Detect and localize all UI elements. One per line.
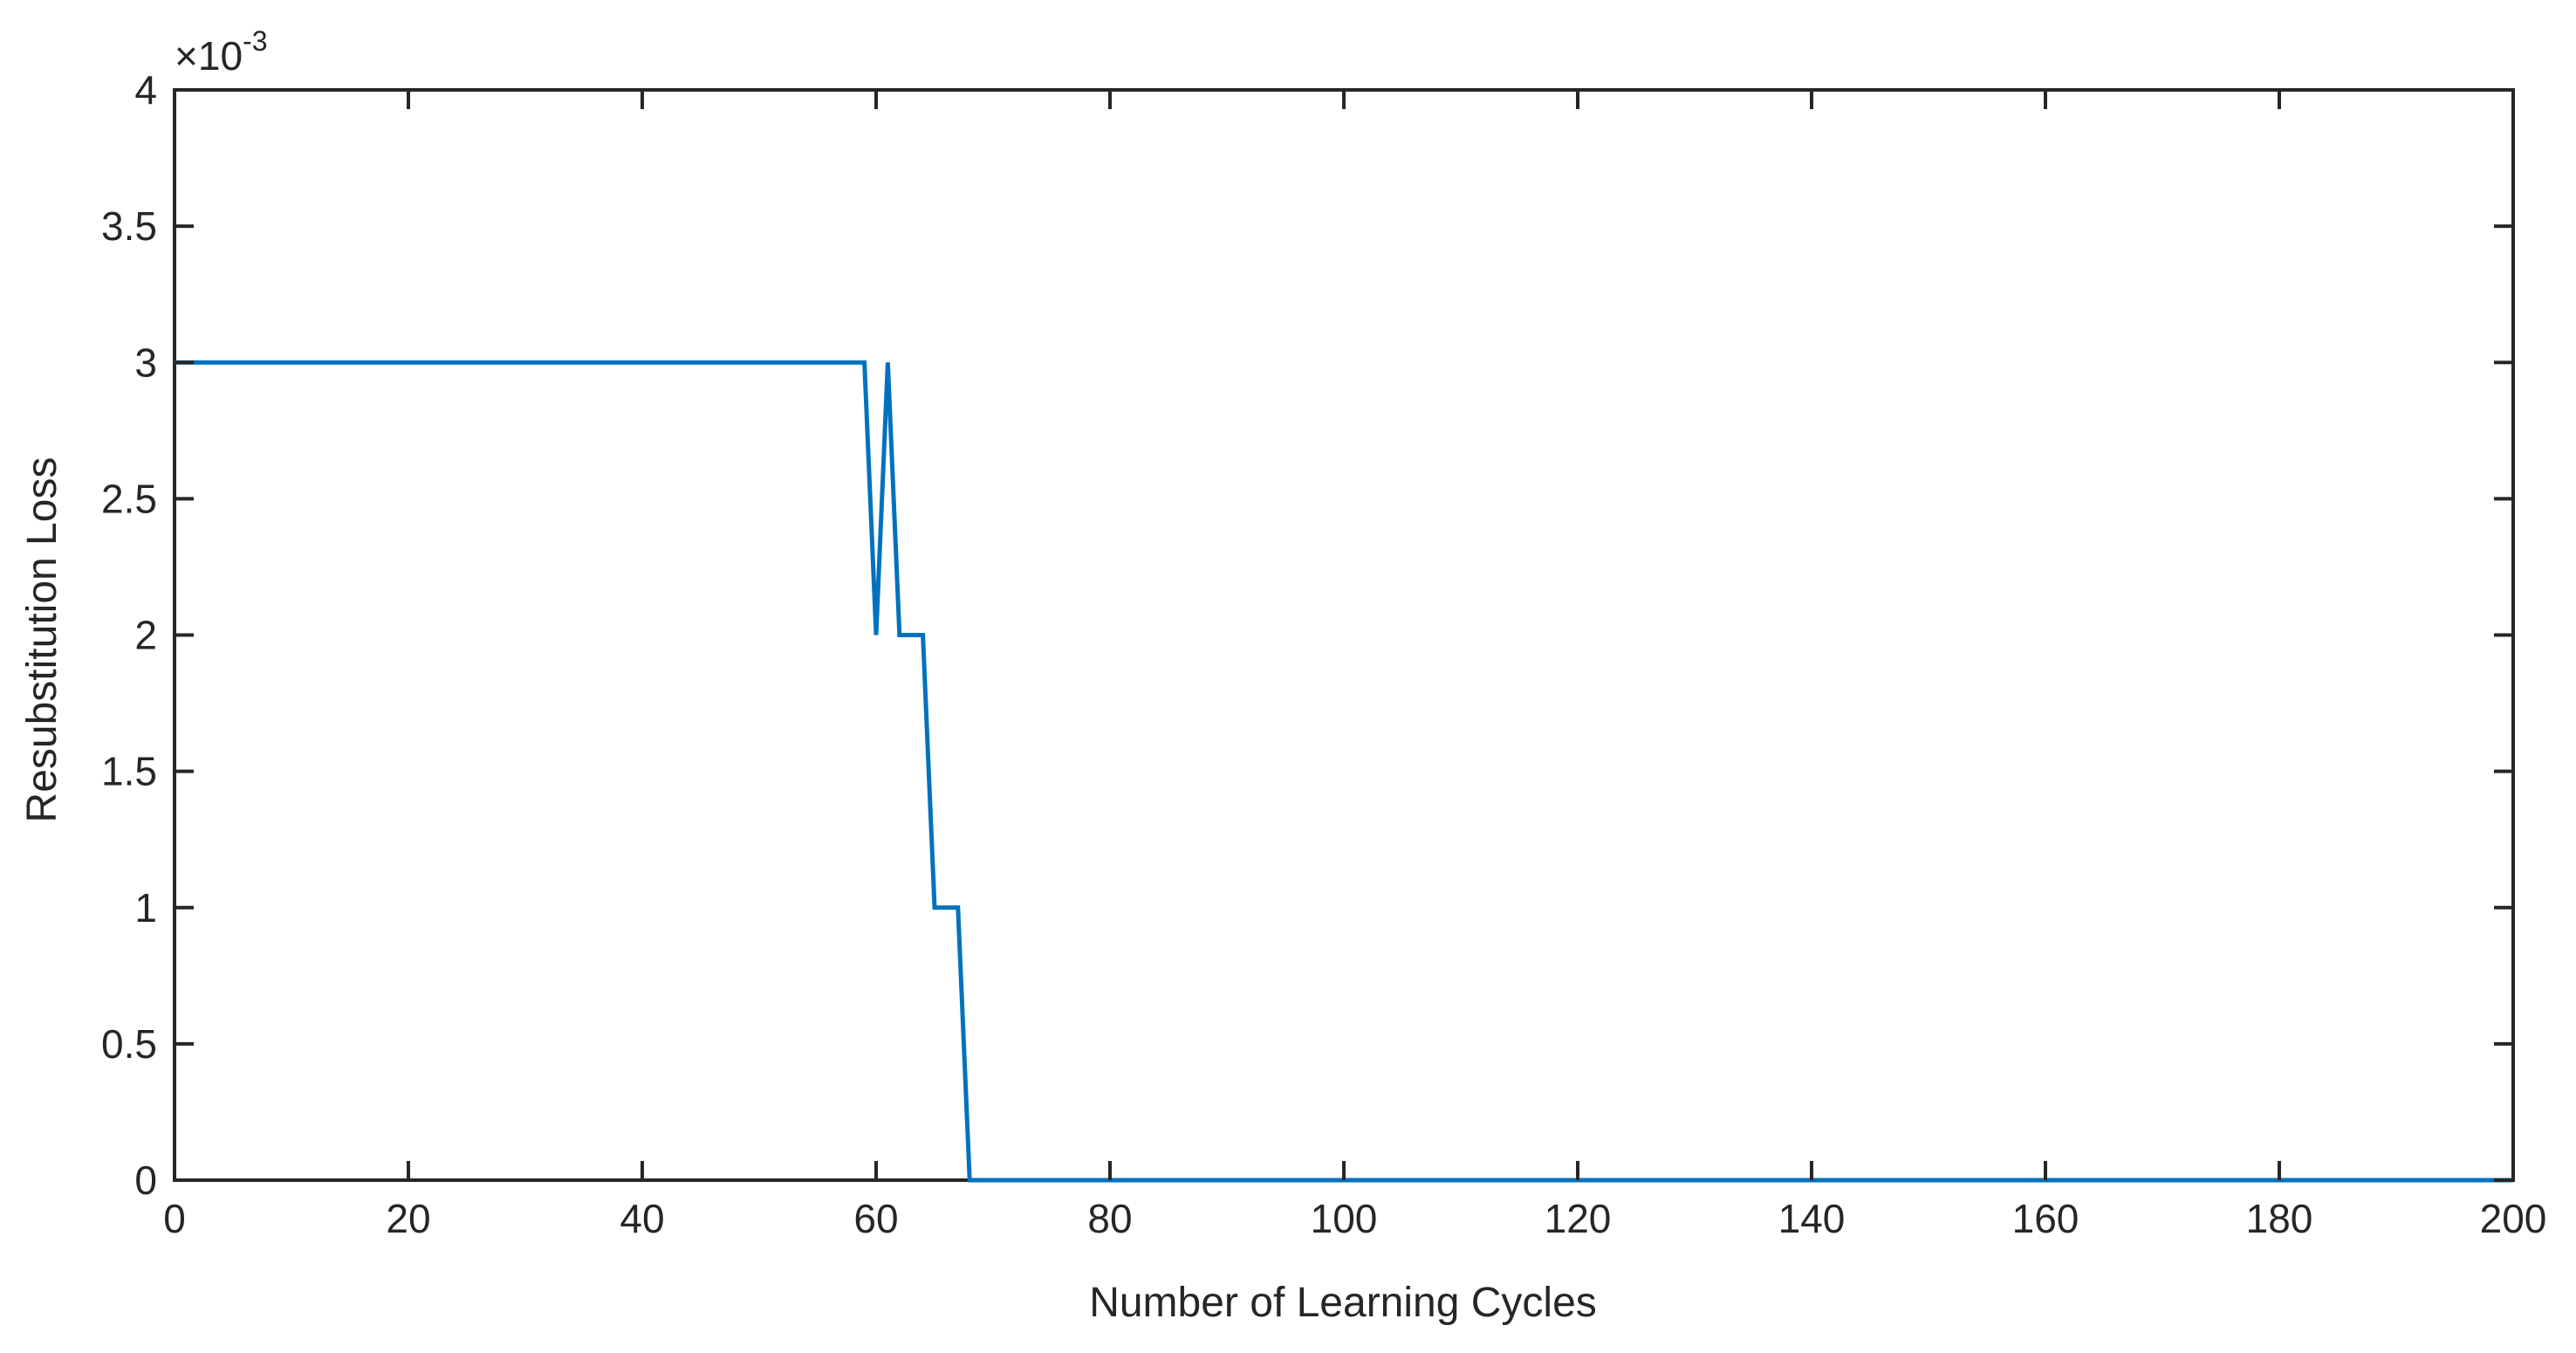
- y-tick-label: 3: [134, 340, 157, 385]
- plot-area: [173, 88, 2515, 1182]
- y-tick-label: 2: [134, 613, 157, 658]
- data-layer: [175, 360, 2513, 1183]
- y-tick-label: 1: [134, 885, 157, 931]
- axes-box: [173, 88, 2515, 1182]
- x-tick-label: 60: [853, 1196, 898, 1241]
- series-line-0: [175, 360, 2513, 1183]
- x-tick-label: 0: [163, 1196, 186, 1241]
- y-axis-label: Resubstitution Loss: [19, 457, 65, 823]
- exponent-base: ×10: [175, 33, 243, 79]
- x-axis-ticks: 0 20 40 60 80 100 120 140 160 180 200: [163, 90, 2546, 1241]
- x-tick-label: 200: [2480, 1196, 2547, 1241]
- x-tick-label: 140: [1778, 1196, 1846, 1241]
- y-tick-label: 0: [134, 1157, 157, 1203]
- y-tick-label: 2.5: [101, 476, 157, 521]
- x-axis-label: Number of Learning Cycles: [1089, 1280, 1597, 1326]
- x-tick-label: 40: [620, 1196, 664, 1241]
- x-tick-label: 160: [2012, 1196, 2079, 1241]
- y-tick-label: 0.5: [101, 1021, 157, 1067]
- y-tick-label: 1.5: [101, 749, 157, 794]
- x-tick-label: 20: [386, 1196, 430, 1241]
- y-axis-exponent-label: ×10-3: [175, 25, 267, 79]
- y-tick-label: 4: [134, 67, 157, 113]
- x-tick-label: 80: [1087, 1196, 1132, 1241]
- y-tick-label: 3.5: [101, 203, 157, 249]
- x-tick-label: 120: [1545, 1196, 1612, 1241]
- x-tick-label: 180: [2246, 1196, 2313, 1241]
- exponent-power: -3: [243, 25, 267, 57]
- y-axis-ticks: 0 0.5 1 1.5 2 2.5 3 3.5 4: [101, 67, 2513, 1203]
- x-tick-label: 100: [1311, 1196, 1378, 1241]
